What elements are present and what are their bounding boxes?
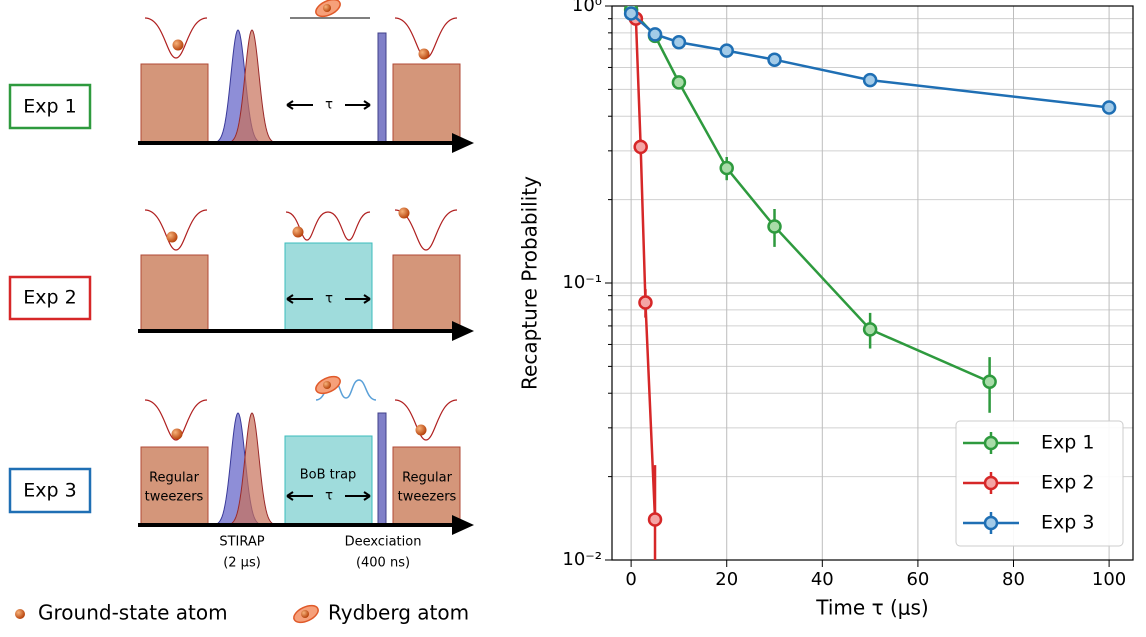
legend-label: Exp 3 bbox=[1041, 512, 1094, 534]
marker bbox=[633, 139, 648, 155]
well bbox=[144, 399, 208, 441]
well bbox=[394, 399, 458, 441]
marker bbox=[767, 219, 782, 234]
stirap-pulse bbox=[223, 412, 281, 526]
pulse-label: (400 ns) bbox=[356, 556, 410, 571]
x-tick-label: 0 bbox=[625, 569, 636, 590]
plot bbox=[623, 6, 1117, 560]
well bbox=[394, 209, 458, 251]
exp-label: Exp 3 bbox=[23, 480, 76, 502]
tau-arrow bbox=[286, 491, 371, 501]
marker bbox=[719, 43, 734, 58]
time-arrow bbox=[452, 515, 474, 535]
atom bbox=[292, 226, 304, 238]
atom bbox=[166, 231, 178, 243]
series-line bbox=[634, 18, 657, 520]
ground-atom-icon bbox=[15, 609, 25, 619]
legend-label: Exp 2 bbox=[1041, 472, 1094, 494]
legend-marker bbox=[983, 515, 999, 531]
y-axis-label: Recapture Probability bbox=[518, 176, 542, 390]
marker bbox=[982, 374, 997, 390]
block-label: BoB trap bbox=[300, 468, 357, 483]
y-tick-label: 10⁰ bbox=[572, 0, 602, 16]
tweezer-block bbox=[140, 63, 209, 144]
exp-label: Exp 2 bbox=[23, 287, 76, 309]
exp-box bbox=[8, 467, 92, 514]
marker bbox=[647, 27, 663, 42]
marker bbox=[638, 295, 653, 310]
marker bbox=[862, 72, 878, 88]
plot-frame bbox=[611, 5, 1134, 561]
marker bbox=[623, 6, 639, 21]
deexcitation-pulse bbox=[377, 32, 387, 144]
pulses bbox=[209, 29, 281, 526]
bob-block bbox=[284, 242, 373, 332]
tau-label: τ bbox=[325, 98, 333, 113]
tau-label: τ bbox=[325, 292, 333, 307]
atom bbox=[418, 48, 430, 60]
block-label: tweezers bbox=[145, 490, 204, 505]
stirap-pulse bbox=[223, 29, 281, 144]
tau-arrow bbox=[286, 100, 371, 110]
chart: 10⁻² 10⁻¹ 10⁰ 0 20 40 60 80 100 Time τ (μs) Recapt… bbox=[518, 0, 1134, 620]
marker bbox=[671, 75, 687, 90]
atom bbox=[398, 207, 410, 219]
x-axis-label: Time τ (μs) bbox=[815, 596, 928, 620]
atom bbox=[171, 428, 183, 440]
rydberg-atom-icon bbox=[301, 610, 309, 618]
x-tick-label: 20 bbox=[715, 569, 738, 590]
x-tick-label: 80 bbox=[1002, 569, 1025, 590]
y-tick-label: 10⁻¹ bbox=[562, 272, 602, 293]
well bbox=[144, 209, 208, 251]
atom bbox=[323, 4, 331, 12]
tweezer-block bbox=[392, 446, 461, 526]
wells: τ τ τ bbox=[138, 0, 474, 535]
legend-label: Ground-state atom bbox=[38, 601, 228, 625]
pulse-label: (2 μs) bbox=[223, 556, 261, 571]
marker bbox=[647, 512, 663, 527]
marker bbox=[767, 52, 782, 67]
legend-marker bbox=[983, 475, 999, 491]
marker bbox=[862, 322, 878, 337]
diagram: Exp 1 Exp 2 Exp 3 τ τ τ Regular tweezers R… bbox=[8, 0, 474, 625]
exp-box bbox=[8, 275, 92, 321]
tau-label: τ bbox=[325, 489, 333, 504]
legend-label: Rydberg atom bbox=[328, 601, 469, 625]
atom bbox=[415, 424, 427, 436]
pulse-label: STIRAP bbox=[219, 535, 264, 550]
block-label: Regular bbox=[402, 471, 453, 486]
y-tick-label: 10⁻² bbox=[562, 549, 602, 570]
marker bbox=[719, 160, 734, 176]
atom bbox=[172, 39, 184, 51]
marker bbox=[1101, 100, 1117, 115]
legend-box bbox=[955, 420, 1124, 547]
tweezer-block bbox=[140, 446, 209, 526]
tweezer-block bbox=[392, 254, 461, 332]
block-label: tweezers bbox=[398, 490, 457, 505]
bob-block bbox=[284, 435, 373, 526]
tau-arrow bbox=[286, 294, 371, 304]
tweezer-block bbox=[140, 254, 209, 332]
time-arrow bbox=[452, 321, 474, 341]
x-tick-label: 100 bbox=[1092, 569, 1126, 590]
pulse-label: Deexciation bbox=[345, 535, 422, 550]
block-label: Regular bbox=[149, 471, 200, 486]
x-tick-label: 40 bbox=[811, 569, 834, 590]
legend-label: Exp 1 bbox=[1041, 432, 1094, 454]
x-tick-label: 60 bbox=[906, 569, 929, 590]
time-arrow bbox=[452, 133, 474, 153]
tweezer-block bbox=[392, 63, 461, 144]
atom bbox=[323, 381, 331, 389]
deexcitation-pulse bbox=[377, 412, 387, 526]
exp-label: Exp 1 bbox=[23, 96, 76, 118]
exp-box bbox=[8, 83, 92, 130]
legend-marker bbox=[983, 435, 999, 451]
marker bbox=[671, 34, 687, 50]
well bbox=[144, 17, 208, 59]
